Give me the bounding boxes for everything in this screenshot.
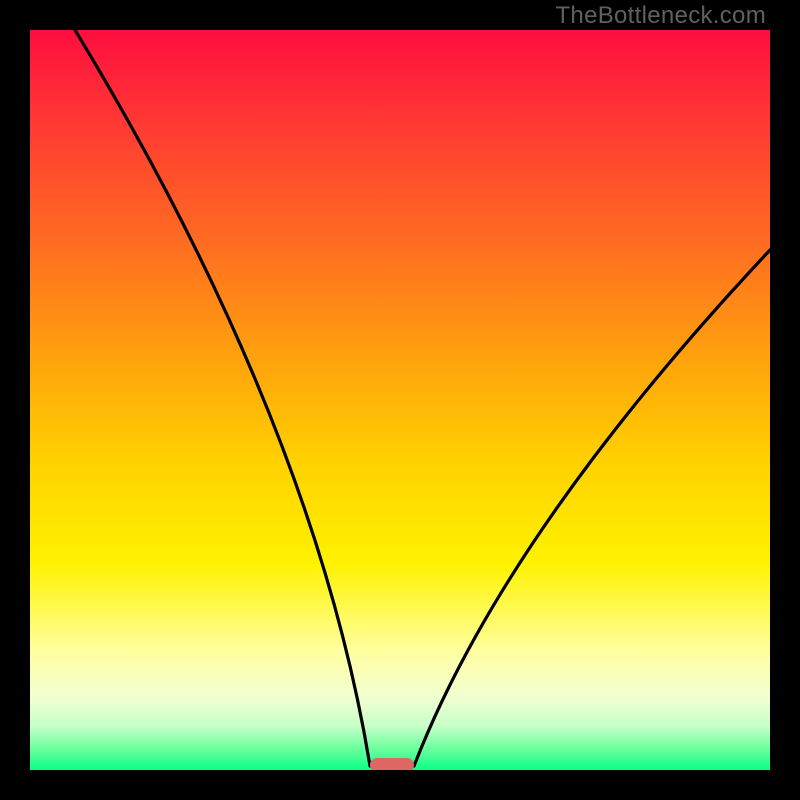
frame-left bbox=[0, 0, 30, 800]
frame-right bbox=[770, 0, 800, 800]
v-curve bbox=[30, 30, 770, 770]
plot-area bbox=[30, 30, 770, 770]
v-curve-right-branch bbox=[414, 250, 770, 766]
bottom-marker bbox=[370, 758, 414, 770]
v-curve-left-branch bbox=[75, 30, 370, 766]
watermark-text: TheBottleneck.com bbox=[555, 2, 766, 30]
frame-bottom bbox=[0, 770, 800, 800]
